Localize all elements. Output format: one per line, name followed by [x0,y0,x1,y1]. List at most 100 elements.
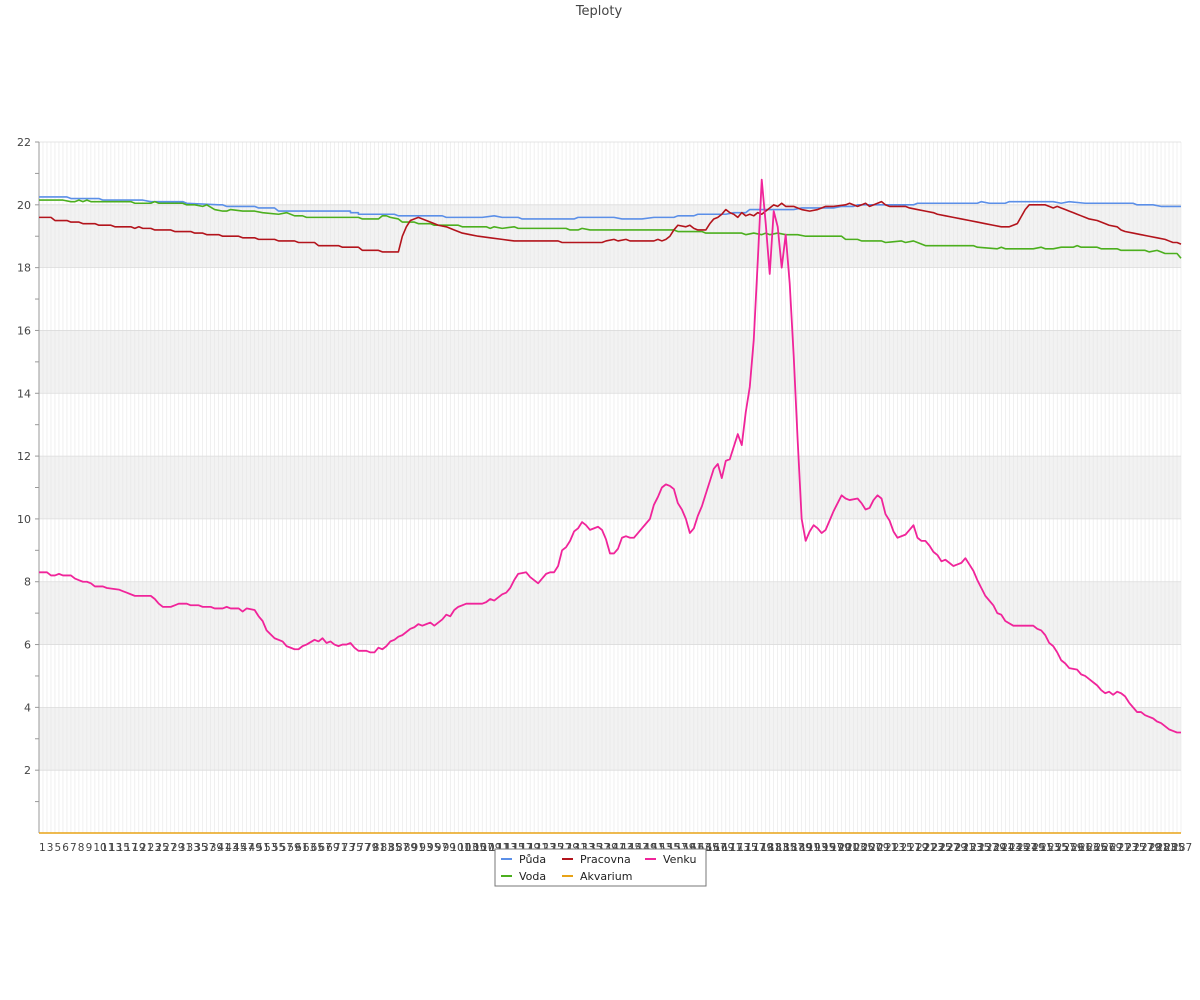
x-tick-label: 85 [388,842,401,854]
x-tick-label: 215 [893,842,913,854]
y-tick-label: 16 [17,324,31,337]
x-tick-label: 5 [55,842,62,854]
series-line [39,178,1181,734]
y-axis-ticks: 2 4 6 8 10 12 14 16 18 20 22 [17,136,39,803]
x-tick-label: 169 [714,842,734,854]
x-tick-label: 205 [854,842,874,854]
x-tick-label: 167 [706,842,726,854]
x-tick-label: 75 [349,842,362,854]
x-tick-label: 6 [62,842,69,854]
x-tick-label: 235 [970,842,990,854]
legend: Půda Pracovna Venku Voda Akvarium [494,848,707,887]
x-tick-label: 183 [769,842,789,854]
legend-box [494,848,707,887]
legend-label: Venku [663,853,696,866]
series-lines [39,178,1182,834]
x-tick-label: 203 [846,842,866,854]
x-tick-label: 77 [357,842,370,854]
x-tick-label: 225 [932,842,952,854]
x-tick-label: 211 [877,842,897,854]
x-tick-label: 29 [171,842,184,854]
x-tick-label: 193 [807,842,827,854]
x-tick-label: 237 [978,842,998,854]
x-tick-label: 53 [264,842,277,854]
x-tick-label: 221 [916,842,936,854]
x-tick-label: 233 [963,842,983,854]
x-tick-label: 217 [900,842,920,854]
x-tick-label: 181 [761,842,781,854]
x-tick-label: 17 [124,842,137,854]
x-tick-label: 279 [1141,842,1161,854]
y-tick-label: 8 [24,576,31,589]
x-tick-label: 7 [70,842,77,854]
x-tick-label: 83 [380,842,393,854]
x-tick-label: 251 [1032,842,1052,854]
y-tick-label: 4 [24,701,31,714]
x-tick-label: 61 [295,842,308,854]
y-tick-label: 6 [24,639,31,652]
x-tick-label: 241 [994,842,1014,854]
x-tick-label: 63 [303,842,316,854]
x-tick-label: 81 [373,842,386,854]
x-tick-label: 285 [1164,842,1184,854]
x-tick-label: 91 [412,842,425,854]
x-tick-label: 267 [1094,842,1114,854]
legend-label: Voda [519,870,546,883]
x-tick-label: 105 [466,842,486,854]
x-tick-label: 191 [800,842,820,854]
x-tick-label: 87 [396,842,409,854]
x-tick-label: 261 [1071,842,1091,854]
x-tick-label: 49 [249,842,262,854]
x-tick-label: 55 [272,842,285,854]
x-tick-label: 231 [955,842,975,854]
x-tick-label: 97 [435,842,448,854]
x-tick-label: 207 [862,842,882,854]
series-line [39,200,1182,253]
y-tick-label: 12 [17,450,31,463]
x-tick-label: 23 [148,842,161,854]
x-tick-label: 287 [1172,842,1192,854]
x-tick-label: 69 [326,842,339,854]
x-tick-label: 25 [155,842,168,854]
x-tick-label: 201 [838,842,858,854]
y-tick-label: 18 [17,262,31,275]
x-tick-label: 243 [1001,842,1021,854]
x-tick-label: 13 [109,842,122,854]
horizontal-gridlines [39,141,1181,771]
x-tick-label: 89 [404,842,417,854]
x-tick-label: 79 [365,842,378,854]
legend-label: Pracovna [580,853,631,866]
x-tick-label: 103 [458,842,478,854]
x-tick-label: 19 [132,842,145,854]
x-tick-label: 71 [334,842,347,854]
x-tick-label: 9 [86,842,93,854]
legend-label: Akvarium [580,870,632,883]
x-tick-label: 39 [210,842,223,854]
x-tick-label: 179 [753,842,773,854]
x-tick-label: 10 [93,842,106,854]
x-tick-label: 45 [233,842,246,854]
x-tick-label: 173 [730,842,750,854]
x-tick-label: 31 [179,842,192,854]
x-tick-label: 67 [318,842,331,854]
x-tick-label: 253 [1040,842,1060,854]
x-tick-label: 249 [1025,842,1045,854]
x-tick-label: 175 [737,842,757,854]
x-tick-label: 171 [722,842,742,854]
x-tick-label: 27 [163,842,176,854]
x-tick-label: 41 [218,842,231,854]
x-tick-label: 177 [745,842,765,854]
x-tick-label: 239 [986,842,1006,854]
x-tick-label: 93 [419,842,432,854]
x-tick-label: 33 [186,842,199,854]
x-tick-label: 271 [1110,842,1130,854]
x-tick-label: 51 [256,842,269,854]
x-tick-label: 21 [140,842,153,854]
x-tick-label: 35 [194,842,207,854]
x-tick-label: 245 [1009,842,1029,854]
y-tick-label: 2 [24,764,31,777]
x-tick-label: 227 [939,842,959,854]
x-tick-label: 65 [311,842,324,854]
y-tick-label: 14 [17,387,31,400]
